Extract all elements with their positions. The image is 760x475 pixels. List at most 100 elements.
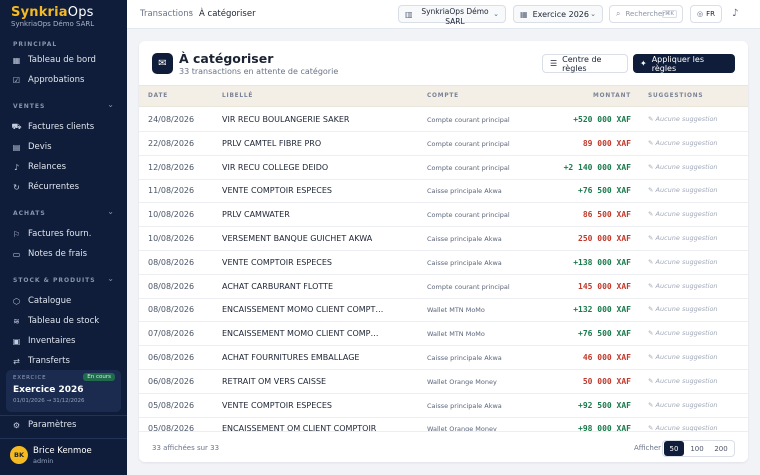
search-input[interactable]: ⌕ Rechercher ⌘K bbox=[609, 5, 683, 23]
cell-account: Wallet Orange Money bbox=[427, 377, 497, 386]
brand-company: SynkriaOps Démo SARL bbox=[11, 20, 95, 28]
page-size-100[interactable]: 100 bbox=[690, 444, 704, 453]
cell-suggestion[interactable]: ✎ Aucune suggestion bbox=[648, 353, 718, 361]
cell-suggestion[interactable]: ✎ Aucune suggestion bbox=[648, 376, 718, 385]
sidebar-item-label: Factures fourn. bbox=[28, 229, 92, 239]
page-subtitle: 33 transactions en attente de catégorie bbox=[179, 67, 339, 76]
column-date[interactable]: DATE bbox=[148, 93, 168, 99]
sidebar-item-inventories[interactable]: ▣ Inventaires bbox=[6, 332, 121, 350]
sidebar-item-customer-invoices[interactable]: ⛟ Factures clients bbox=[6, 118, 121, 136]
sidebar-item-quotes[interactable]: ▤ Devis bbox=[6, 138, 121, 156]
cell-suggestion[interactable]: ✎ Aucune suggestion bbox=[648, 329, 718, 338]
sidebar-item-catalog[interactable]: ⬡ Catalogue bbox=[6, 292, 121, 310]
table-row[interactable]: 10/08/2026 PRLV CAMWATER Compte courant pr… bbox=[139, 203, 748, 228]
cell-suggestion[interactable]: ✎ Aucune suggestion bbox=[648, 186, 718, 195]
table-row[interactable]: 10/08/2026 VERSEMENT BANQUE GUICHET AKWA C… bbox=[139, 227, 748, 251]
exercise-name: Exercice 2026 bbox=[13, 385, 84, 395]
cell-date: 12/08/2026 bbox=[148, 162, 195, 172]
sidebar-item-recurring[interactable]: ↻ Récurrentes bbox=[6, 178, 121, 196]
sidebar-item-approvals[interactable]: ☑ Approbations bbox=[6, 71, 121, 89]
cell-label: VERSEMENT BANQUE GUICHET AKWA bbox=[222, 234, 373, 243]
sidebar-item-label: Tableau de bord bbox=[28, 55, 96, 65]
company-selector[interactable]: ▥ SynkriaOps Démo SARL ⌄ bbox=[398, 5, 506, 26]
chevron-down-icon[interactable]: ⌄ bbox=[107, 274, 114, 283]
brand-logo[interactable]: SynkriaOps bbox=[11, 5, 94, 20]
table-row[interactable]: 06/08/2026 ACHAT FOURNITURES EMBALLAGE Cai… bbox=[139, 346, 748, 370]
language-value: FR bbox=[706, 10, 715, 18]
exercise-card[interactable]: EXERCICE En cours Exercice 2026 01/01/20… bbox=[6, 370, 121, 412]
section-ventes[interactable]: VENTES bbox=[13, 103, 46, 110]
table-row[interactable]: 07/08/2026 ENCAISSEMENT MOMO CLIENT COMP…… bbox=[139, 322, 748, 347]
button-label: Appliquer les règles bbox=[651, 54, 704, 73]
sidebar-item-expenses[interactable]: ▭ Notes de frais bbox=[6, 245, 121, 263]
sidebar-item-transfers[interactable]: ⇄ Transferts bbox=[6, 352, 121, 370]
cell-suggestion[interactable]: ✎ Aucune suggestion bbox=[648, 305, 718, 314]
chevron-down-icon[interactable]: ⌄ bbox=[107, 207, 114, 216]
cell-account: Caisse principale Akwa bbox=[427, 235, 502, 243]
page-size-50[interactable]: 50 bbox=[664, 441, 684, 456]
rules-center-button[interactable]: ☰ Centre de règles bbox=[542, 54, 628, 73]
cell-suggestion[interactable]: ✎ Aucune suggestion bbox=[648, 138, 718, 147]
cell-label: VENTE COMPTOIR ESPECES bbox=[222, 186, 332, 196]
chevron-down-icon[interactable]: ⌄ bbox=[107, 100, 114, 109]
cell-date: 08/08/2026 bbox=[148, 305, 195, 315]
brand-name-part2: Ops bbox=[67, 5, 94, 20]
cell-date: 06/08/2026 bbox=[148, 353, 195, 362]
table-header: DATE LIBELLÉ COMPTE MONTANT SUGGESTIONS bbox=[139, 85, 748, 107]
table-row[interactable]: 06/08/2026 RETRAIT OM VERS CAISSE Wallet O… bbox=[139, 370, 748, 394]
cell-amount: +76 500 XAF bbox=[578, 186, 631, 196]
column-account[interactable]: COMPTE bbox=[427, 93, 459, 99]
brand-name-part1: Synkria bbox=[11, 5, 68, 20]
cell-label: ENCAISSEMENT MOMO CLIENT COMP… bbox=[222, 329, 379, 339]
table-row[interactable]: 08/08/2026 ACHAT CARBURANT FLOTTE Compte c… bbox=[139, 275, 748, 299]
sidebar-item-supplier-invoices[interactable]: ⚐ Factures fourn. bbox=[6, 225, 121, 243]
cell-label: RETRAIT OM VERS CAISSE bbox=[222, 376, 327, 386]
sidebar-item-stock-board[interactable]: ≋ Tableau de stock bbox=[6, 312, 121, 330]
sidebar-item-dashboard[interactable]: ▦ Tableau de bord bbox=[6, 51, 121, 69]
bell-icon[interactable]: ♪ bbox=[732, 8, 739, 19]
cell-account: Wallet Orange Money bbox=[427, 425, 497, 434]
table-row[interactable]: 24/08/2026 VIR RECU BOULANGERIE SAKER Comp… bbox=[139, 108, 748, 132]
gear-icon: ⚙ bbox=[12, 420, 21, 430]
year-selector[interactable]: ▦ Exercice 2026 ⌄ bbox=[513, 5, 603, 23]
cell-suggestion[interactable]: ✎ Aucune suggestion bbox=[648, 424, 718, 433]
section-stock[interactable]: STOCK & PRODUITS bbox=[13, 277, 96, 284]
cell-amount: +98 000 XAF bbox=[578, 424, 631, 434]
apply-rules-button[interactable]: ✦ Appliquer les règles bbox=[633, 54, 735, 73]
breadcrumb-transactions[interactable]: Transactions bbox=[140, 9, 194, 19]
cell-amount: 250 000 XAF bbox=[578, 234, 631, 243]
sidebar-item-reminders[interactable]: ♪ Relances bbox=[6, 158, 121, 176]
cell-suggestion[interactable]: ✎ Aucune suggestion bbox=[648, 281, 718, 290]
bell-icon: ♪ bbox=[13, 162, 20, 172]
truck-icon: ⚐ bbox=[12, 229, 21, 239]
cell-account: Wallet MTN MoMo bbox=[427, 306, 485, 315]
user-role: admin bbox=[33, 457, 54, 465]
table-row[interactable]: 08/08/2026 VENTE COMPTOIR ESPECES Caisse p… bbox=[139, 251, 748, 275]
cell-label: PRLV CAMTEL FIBRE PRO bbox=[222, 138, 322, 148]
language-selector[interactable]: ◎ FR bbox=[690, 5, 722, 23]
transactions-card: ✉ À catégoriser 33 transactions en atten… bbox=[139, 41, 748, 462]
cell-suggestion[interactable]: ✎ Aucune suggestion bbox=[648, 162, 718, 171]
cell-account: Compte courant principal bbox=[427, 116, 510, 124]
sidebar-item-settings[interactable]: ⚙ Paramètres bbox=[6, 416, 121, 434]
section-achats[interactable]: ACHATS bbox=[13, 210, 46, 217]
table-row[interactable]: 11/08/2026 VENTE COMPTOIR ESPECES Caisse p… bbox=[139, 179, 748, 204]
page-size-200[interactable]: 200 bbox=[714, 444, 728, 453]
cell-suggestion[interactable]: ✎ Aucune suggestion bbox=[648, 115, 718, 123]
column-suggestions: SUGGESTIONS bbox=[648, 93, 704, 99]
cell-suggestion[interactable]: ✎ Aucune suggestion bbox=[648, 400, 718, 409]
cell-suggestion[interactable]: ✎ Aucune suggestion bbox=[648, 257, 718, 266]
column-label[interactable]: LIBELLÉ bbox=[222, 93, 254, 99]
cell-suggestion[interactable]: ✎ Aucune suggestion bbox=[648, 234, 718, 242]
sidebar: SynkriaOps SynkriaOps Démo SARL PRINCIPA… bbox=[0, 0, 127, 475]
cell-date: 11/08/2026 bbox=[148, 186, 195, 196]
cell-account: Compte courant principal bbox=[427, 139, 510, 148]
table-row[interactable]: 22/08/2026 PRLV CAMTEL FIBRE PRO Compte co… bbox=[139, 132, 748, 156]
column-amount[interactable]: MONTANT bbox=[593, 93, 631, 99]
table-row[interactable]: 12/08/2026 VIR RECU COLLEGE DEIDO Compte c… bbox=[139, 156, 748, 180]
inbox-icon: ✉ bbox=[152, 53, 173, 74]
avatar[interactable]: BK bbox=[10, 446, 28, 464]
cell-suggestion[interactable]: ✎ Aucune suggestion bbox=[648, 210, 718, 219]
table-row[interactable]: 08/08/2026 ENCAISSEMENT MOMO CLIENT COMPT… bbox=[139, 298, 748, 323]
table-row[interactable]: 05/08/2026 VENTE COMPTOIR ESPECES Caisse p… bbox=[139, 394, 748, 418]
